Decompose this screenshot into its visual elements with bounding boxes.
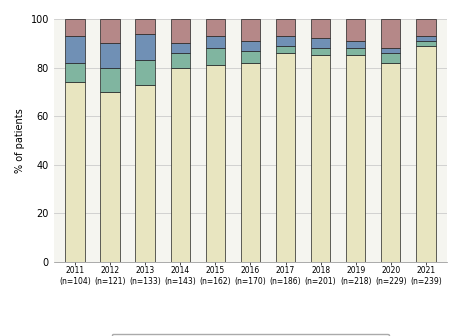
- Bar: [276, 53, 295, 262]
- Bar: [135, 34, 155, 60]
- Bar: [416, 19, 436, 36]
- Bar: [100, 92, 120, 262]
- Bar: [346, 48, 365, 55]
- Bar: [65, 19, 85, 36]
- Bar: [381, 19, 401, 48]
- Bar: [381, 63, 401, 262]
- Bar: [241, 19, 260, 41]
- Bar: [381, 48, 401, 53]
- Bar: [206, 48, 225, 65]
- Bar: [346, 19, 365, 41]
- Bar: [65, 63, 85, 82]
- Bar: [135, 85, 155, 262]
- Bar: [346, 41, 365, 48]
- Bar: [100, 43, 120, 68]
- Bar: [381, 53, 401, 63]
- Bar: [416, 41, 436, 46]
- Bar: [241, 63, 260, 262]
- Bar: [346, 55, 365, 262]
- Bar: [206, 19, 225, 36]
- Bar: [416, 46, 436, 262]
- Bar: [206, 36, 225, 48]
- Bar: [311, 48, 330, 55]
- Bar: [241, 51, 260, 63]
- Bar: [135, 19, 155, 34]
- Bar: [276, 36, 295, 46]
- Bar: [100, 19, 120, 43]
- Bar: [311, 55, 330, 262]
- Bar: [65, 36, 85, 63]
- Bar: [135, 60, 155, 85]
- Bar: [100, 68, 120, 92]
- Bar: [311, 38, 330, 48]
- Legend: Linked to care, Linked to and retained in care, On ART, not virally supressed, O: Linked to care, Linked to and retained i…: [112, 334, 389, 336]
- Bar: [416, 36, 436, 41]
- Bar: [311, 19, 330, 38]
- Bar: [170, 19, 190, 43]
- Bar: [170, 43, 190, 53]
- Bar: [276, 19, 295, 36]
- Y-axis label: % of patients: % of patients: [15, 108, 25, 173]
- Bar: [241, 41, 260, 51]
- Bar: [65, 82, 85, 262]
- Bar: [276, 46, 295, 53]
- Bar: [170, 68, 190, 262]
- Bar: [206, 65, 225, 262]
- Bar: [170, 53, 190, 68]
